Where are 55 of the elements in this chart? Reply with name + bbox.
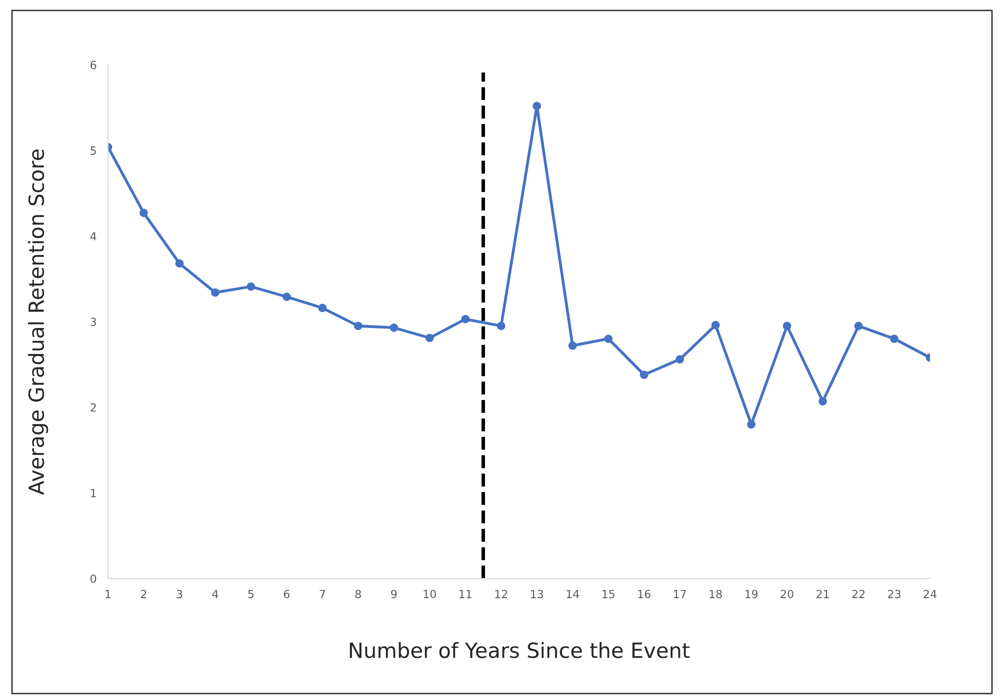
y-tick-label: 2 [90,403,96,412]
point [640,370,648,379]
point [747,420,756,429]
x-tick-label: 18 [710,590,722,598]
x-tick-label: 10 [424,590,436,598]
point [854,322,863,330]
x-tick-label: 24 [924,590,936,598]
y-tick-label: 0 [90,574,96,583]
y-tick-label: 3 [90,318,96,326]
point [496,322,506,330]
x-tick-label: 14 [566,590,580,598]
point [818,397,827,406]
x-tick-label: 4 [212,590,218,598]
point [568,341,577,350]
point [782,322,792,330]
point [890,334,898,343]
point [282,292,291,302]
x-tick-label: 2 [141,590,146,598]
x-axis-title: Number of Years Since the Event [350,642,690,658]
x-tick-label: 22 [852,590,864,598]
x-tick-label: 5 [248,590,254,598]
point [676,355,684,364]
point [604,334,613,343]
x-tick-label: 12 [495,590,508,598]
x-tick-label: 20 [780,590,794,598]
point [711,320,720,330]
y-tick-label: 5 [90,146,96,155]
point [175,259,184,268]
point [211,288,220,297]
x-tick-label: 19 [745,590,758,598]
x-tick-label: 15 [602,590,614,598]
x-tick-label: 1 [106,590,111,598]
y-tick-label: 1 [91,489,96,498]
x-tick-label: 6 [284,590,290,598]
x-tick-label: 7 [320,590,326,598]
point [532,102,542,110]
point [246,282,256,291]
y-tick-label: 4 [90,232,96,240]
x-tick-label: 13 [531,590,544,598]
x-tick-label: 16 [638,590,650,598]
x-tick-label: 21 [816,590,829,598]
x-tick-label: 8 [355,590,361,598]
x-tick-label: 17 [674,590,686,598]
x-tick-label: 23 [888,590,900,598]
point [354,322,362,330]
x-tick-label: 3 [176,590,182,598]
point [318,304,327,312]
point [461,314,470,324]
point [140,208,148,218]
x-tick-label: 9 [391,590,397,598]
point [390,323,398,332]
point [425,334,434,342]
y-tick-label: 6 [90,60,96,70]
x-tick-label: 11 [460,590,472,598]
y-axis-title: Average Gradual Retention Score [28,149,48,495]
